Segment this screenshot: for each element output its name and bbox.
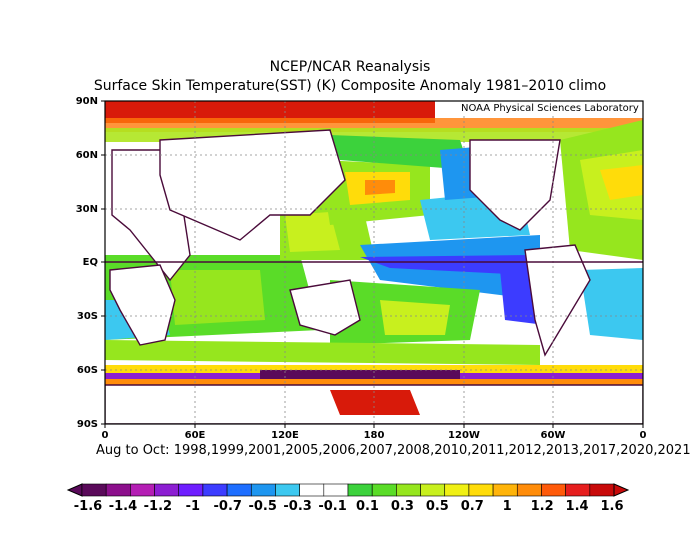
credit-box — [457, 101, 643, 114]
colorbar-label: -0.7 — [214, 499, 242, 514]
colorbar-cell — [299, 483, 325, 497]
colorbar-cell — [250, 483, 276, 497]
credit-label: NOAA Physical Sciences Laboratory — [461, 103, 639, 114]
lat-label-60s: 60S — [77, 365, 98, 376]
lat-label-eq: EQ — [83, 257, 98, 268]
chart-subtitle: Surface Skin Temperature(SST) (K) Compos… — [93, 78, 607, 94]
lon-label-0: 0 — [102, 430, 109, 441]
colorbar-label: -0.5 — [248, 499, 276, 514]
colorbar-label: 0.7 — [461, 499, 484, 514]
colorbar-cell — [492, 483, 518, 497]
colorbar-label: -1.4 — [109, 499, 137, 514]
colorbar-arrow-low — [66, 483, 83, 497]
lat-label-30s: 30S — [77, 311, 98, 322]
colorbar-cell — [81, 483, 107, 497]
colorbar-cell — [396, 483, 421, 497]
colorbar-cell — [105, 483, 131, 497]
colorbar-cell — [202, 483, 228, 497]
map-field — [105, 101, 643, 424]
lat-label-30n: 30N — [76, 204, 98, 215]
colorbar-cells — [66, 483, 630, 497]
colorbar-label: -0.1 — [318, 499, 346, 514]
colorbar-cell — [468, 483, 494, 497]
colorbar-label: 1.6 — [600, 499, 623, 514]
colorbar-label: 0.5 — [426, 499, 449, 514]
colorbar-label: 1 — [503, 499, 512, 514]
colorbar-label: 0.1 — [356, 499, 379, 514]
colorbar-cell — [516, 483, 542, 497]
lat-label-90n: 90N — [76, 96, 98, 107]
colorbar-cell — [130, 483, 155, 497]
colorbar-cell — [444, 483, 470, 497]
colorbar-label: 0.3 — [391, 499, 414, 514]
lon-label-0-east: 0 — [640, 430, 647, 441]
colorbar-cell — [226, 483, 252, 497]
colorbar-cell — [323, 483, 349, 497]
colorbar-label: -0.3 — [283, 499, 311, 514]
colorbar-cell — [565, 483, 591, 497]
colorbar-cell — [371, 483, 397, 497]
colorbar-cell — [589, 483, 615, 497]
chart-title: NCEP/NCAR Reanalysis — [269, 59, 431, 75]
colorbar-cell — [178, 483, 204, 497]
colorbar-label: -1 — [186, 499, 200, 514]
lon-label-120e: 120E — [271, 430, 299, 441]
lon-label-120w: 120W — [448, 430, 480, 441]
colorbar-label: -1.2 — [144, 499, 172, 514]
colorbar-cell — [275, 483, 300, 497]
lon-label-60e: 60E — [185, 430, 206, 441]
lat-label-90s: 90S — [77, 419, 98, 430]
lon-label-60w: 60W — [541, 430, 566, 441]
lat-label-60n: 60N — [76, 150, 98, 161]
colorbar-cell — [420, 483, 446, 497]
anomaly-map: NOAA Physical Sciences Laboratory 90N 60… — [76, 96, 647, 441]
composite-period: Aug to Oct: 1998,1999,2001,2005,2006,200… — [96, 443, 691, 458]
colorbar-cell — [154, 483, 180, 497]
lon-label-180: 180 — [364, 430, 385, 441]
colorbar-cell — [541, 483, 566, 497]
colorbar-cell — [347, 483, 373, 497]
colorbar-label: 1.4 — [566, 499, 589, 514]
colorbar-labels: -1.6 -1.4 -1.2 -1 -0.7 -0.5 -0.3 -0.1 0.1 0.3 0.5 0… — [74, 499, 624, 514]
colorbar-arrow-high — [613, 483, 630, 497]
colorbar: -1.6 -1.4 -1.2 -1 -0.7 -0.5 -0.3 -0.1 0.1 0.3 0.5 0… — [66, 483, 630, 514]
colorbar-label: -1.6 — [74, 499, 102, 514]
colorbar-label: 1.2 — [531, 499, 554, 514]
